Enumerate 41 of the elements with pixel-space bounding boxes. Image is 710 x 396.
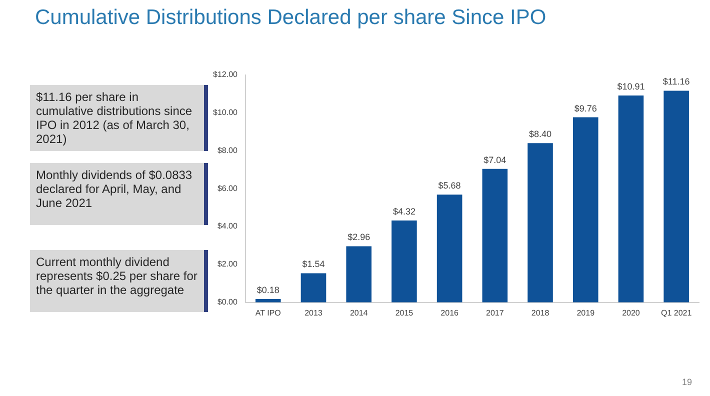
y-tick-label: $0.00 [217, 298, 238, 307]
bar [300, 273, 326, 302]
x-tick-label: 2020 [622, 308, 640, 318]
bar [482, 168, 508, 302]
text: 19 [682, 377, 692, 387]
x-tick-label: 2018 [531, 308, 550, 318]
data-label: $8.40 [529, 129, 552, 140]
data-label: $4.32 [392, 206, 416, 216]
x-tick-label: 2014 [350, 308, 368, 318]
text: $11.16 per share in cumulative distributions since IPO in 2012 (as of March 30, 2021) [30, 85, 208, 151]
x-tick-label: 2013 [304, 308, 323, 318]
y-tick-label: $2.00 [217, 260, 238, 269]
x-tick-label: 2017 [486, 308, 504, 318]
x-tick-label: 2016 [440, 308, 460, 318]
bar [436, 194, 462, 302]
data-label: $11.16 [662, 76, 690, 87]
x-tick-label: AT IPO [255, 308, 281, 318]
y-tick-label: $10.00 [213, 108, 238, 117]
data-label: $1.54 [302, 259, 325, 270]
bar [528, 143, 553, 302]
x-tick-label: Q1 2021 [660, 308, 692, 318]
data-label: $9.76 [574, 103, 597, 114]
x-tick-label: 2019 [576, 308, 596, 318]
bar [346, 246, 372, 302]
y-tick-label: $6.00 [217, 184, 238, 193]
data-label: $7.04 [484, 154, 506, 165]
y-tick-label: $12.00 [213, 70, 238, 80]
bar [572, 117, 598, 302]
x-tick-label: 2015 [395, 308, 414, 318]
bar [664, 90, 689, 302]
data-label: $5.68 [438, 180, 461, 191]
data-label: $10.91 [617, 81, 645, 92]
y-tick-label: $8.00 [217, 146, 238, 155]
y-tick-label: $4.00 [217, 222, 238, 231]
data-label: $2.96 [348, 232, 370, 242]
text: Monthly dividends of $0.0833 declared for April, May, and June 2021 [30, 163, 208, 225]
bar [618, 95, 644, 302]
bar [392, 220, 417, 302]
text: Current monthly dividend represents $0.25 per share for the quarter in the aggregate [30, 250, 208, 312]
chart-title: Cumulative Distributions Declared per share Since IPO [35, 6, 546, 30]
data-label: $0.18 [256, 284, 280, 295]
